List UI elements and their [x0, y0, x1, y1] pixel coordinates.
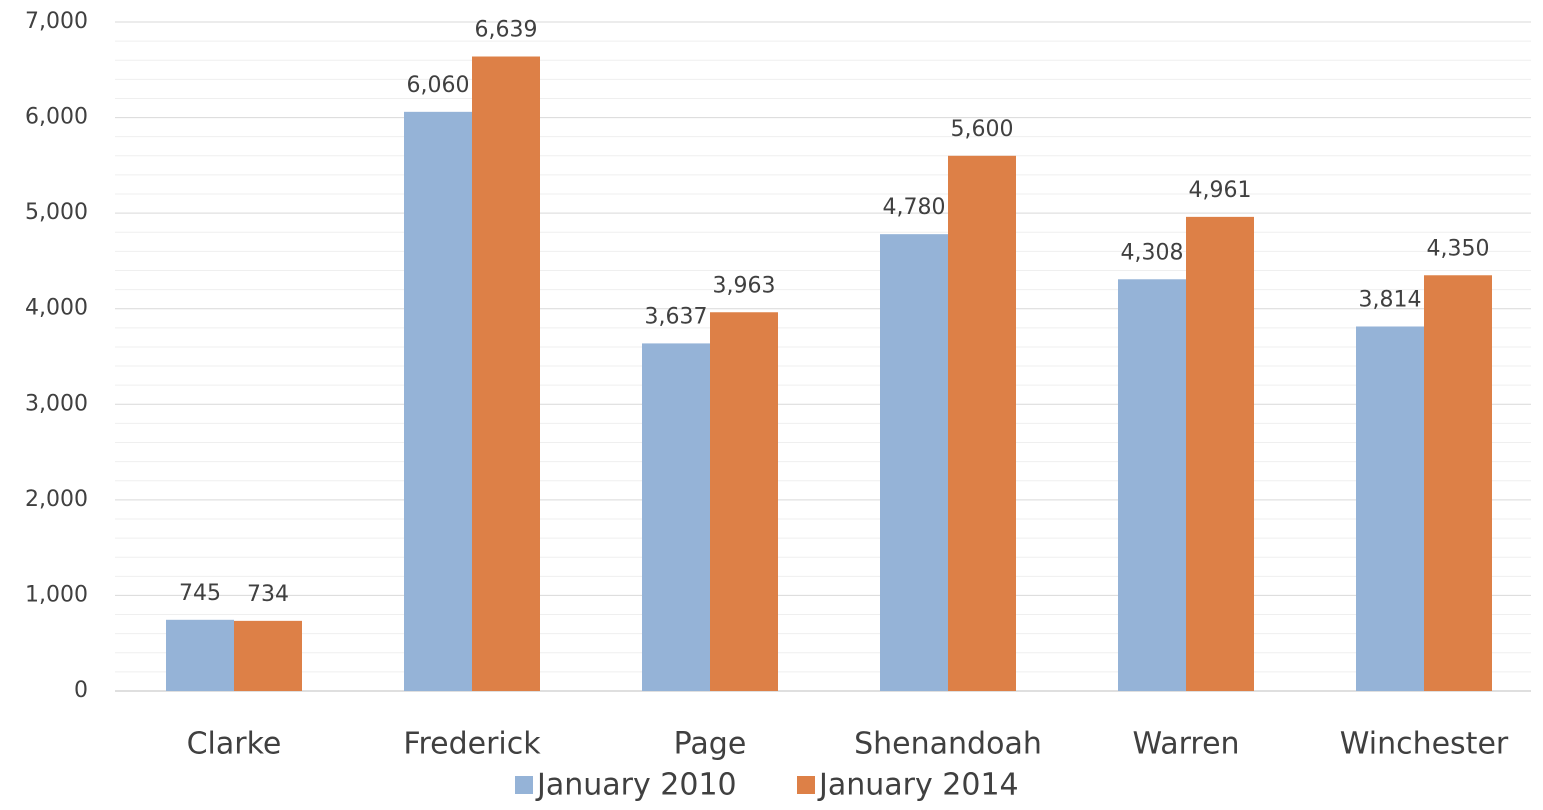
y-tick-label: 2,000 [25, 487, 88, 512]
bar [166, 619, 234, 691]
x-tick-label: Warren [1132, 727, 1239, 762]
data-label: 4,308 [1121, 240, 1184, 265]
data-label: 3,637 [645, 304, 708, 329]
bar [948, 155, 1016, 692]
data-label: 734 [247, 582, 289, 607]
data-label: 745 [179, 581, 221, 606]
bar [404, 111, 472, 691]
data-label: 4,780 [883, 195, 946, 220]
bar [472, 56, 540, 692]
y-tick-label: 7,000 [25, 9, 88, 34]
bar [642, 343, 710, 691]
y-tick-label: 4,000 [25, 296, 88, 321]
bar [1186, 216, 1254, 691]
legend-swatch [515, 776, 533, 794]
data-label: 5,600 [951, 117, 1014, 142]
legend-swatch [797, 776, 815, 794]
y-tick-label: 6,000 [25, 105, 88, 130]
data-label: 6,639 [475, 18, 538, 43]
data-label: 3,814 [1359, 287, 1422, 312]
data-label: 4,350 [1427, 236, 1490, 261]
bar [1356, 326, 1424, 691]
legend-label: January 2010 [535, 768, 737, 803]
bar [234, 620, 302, 691]
data-label: 6,060 [407, 73, 470, 98]
y-tick-label: 1,000 [25, 582, 88, 607]
bar [880, 234, 948, 691]
x-tick-label: Frederick [403, 727, 541, 762]
x-tick-label: Shenandoah [854, 727, 1042, 762]
data-label: 3,963 [713, 273, 776, 298]
bar [1424, 275, 1492, 691]
x-tick-label: Page [674, 727, 747, 762]
legend-label: January 2014 [817, 768, 1019, 803]
x-tick-label: Winchester [1340, 727, 1509, 762]
x-tick-label: Clarke [187, 727, 282, 762]
y-tick-label: 5,000 [25, 200, 88, 225]
bar [710, 312, 778, 691]
bar [1118, 279, 1186, 691]
y-tick-label: 0 [74, 678, 88, 703]
y-tick-label: 3,000 [25, 391, 88, 416]
data-label: 4,961 [1189, 178, 1252, 203]
